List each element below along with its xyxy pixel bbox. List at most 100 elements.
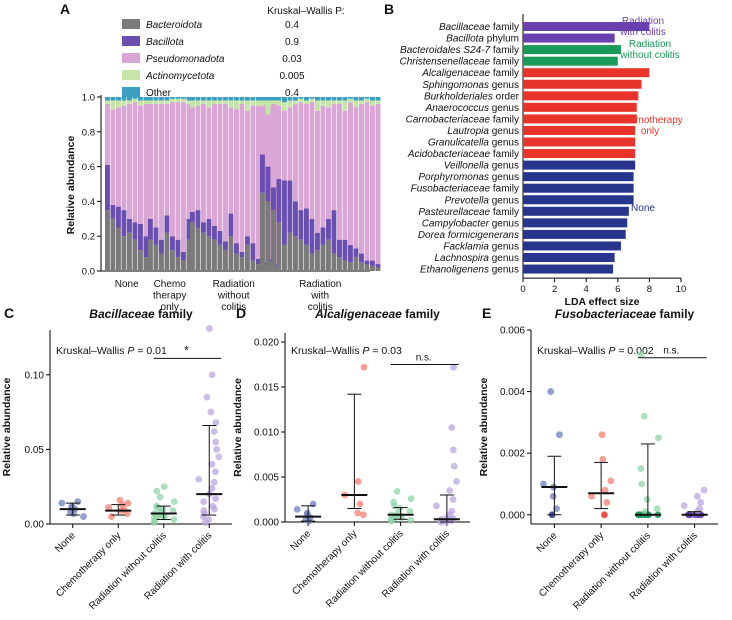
stack-seg-bacteroidota [342,260,348,271]
stack-seg-other [206,97,212,101]
taxon-label: Lautropia genus [447,126,519,137]
stack-seg-pseudomonadota [138,105,143,225]
stack-seg-bacteroidota [309,253,315,271]
stack-seg-pseudomonadota [217,103,223,231]
data-point [206,325,213,332]
data-point [547,388,555,395]
taxon-label: Porphyromonas genus [418,172,519,183]
stack-seg-bacteroidota [212,239,217,271]
stack-seg-actinomycetota [138,100,143,106]
data-point [700,486,708,494]
legend-p-other: 0.4 [285,88,299,99]
stack-seg-bacteroidota [153,244,159,271]
panel-d-letter: D [236,305,246,321]
stack-seg-bacteroidota [370,265,375,271]
ytick-label: 0.005 [254,473,279,484]
legend-p-bacteroidota: 0.4 [285,20,299,31]
stack-seg-bacillota [326,218,331,240]
stack-seg-bacillota [234,243,239,254]
stack-seg-pseudomonadota [234,109,239,244]
stack-seg-actinomycetota [164,100,170,104]
stack-seg-bacillota [271,187,276,211]
data-point [293,506,301,513]
stack-seg-pseudomonadota [212,103,217,226]
panel-b-xtick-label: 4 [584,284,589,295]
panel-a-group-label: without [217,291,250,302]
panel-a-group-label: therapy [153,291,186,302]
stack-seg-pseudomonadota [186,103,192,219]
stack-seg-other [315,97,320,101]
stack-seg-bacillota [256,258,261,265]
legend-label-actinomycetota: Actinomycetota [145,71,215,82]
stack-seg-other [201,97,206,101]
stack-seg-pseudomonadota [256,105,261,259]
stack-seg-actinomycetota [260,100,265,106]
panel-e-letter: E [482,305,491,321]
stack-seg-other [148,97,153,101]
taxon-label: Carnobacteriaceae family [406,114,519,125]
stack-seg-other [309,97,315,99]
data-point [169,507,177,514]
data-point [448,424,456,431]
data-point [603,499,611,506]
data-point [694,492,701,500]
stack-seg-other [276,97,282,101]
panel-a: A Kruskal–Wallis P: Bacteroidota 0.4 Bacillo… [60,1,381,313]
stack-seg-bacteroidota [337,257,342,271]
taxon-label: Sphingomonas genus [422,80,519,91]
stack-seg-bacillota [223,241,228,251]
stack-seg-actinomycetota [315,100,320,111]
panel-b-group-label: with colitis [619,27,666,38]
taxon-label: Veillonella genus [444,161,519,172]
ytick-label: 0.000 [500,510,525,521]
stack-seg-other [110,97,116,101]
data-point [58,499,66,507]
stack-seg-other [228,97,234,101]
stack-seg-pseudomonadota [260,105,265,155]
lda-bar [523,68,650,78]
stack-seg-pseudomonadota [250,105,256,244]
stack-seg-bacteroidota [282,244,287,271]
stack-seg-bacteroidota [148,239,153,271]
panel-b-xtick-label: 8 [647,284,652,295]
stack-seg-other [364,97,370,99]
stack-seg-other [170,97,175,99]
stack-seg-bacillota [293,201,298,237]
lda-bar [523,206,629,216]
stack-seg-other [138,97,143,101]
stack-seg-other [239,97,245,101]
data-point [209,502,217,510]
lda-bar [523,137,636,147]
stack-seg-actinomycetota [206,100,212,108]
stack-seg-bacillota [370,260,375,266]
data-point [356,500,364,508]
stack-seg-bacteroidota [170,250,175,271]
lda-bar [523,149,636,159]
stack-seg-other [234,97,239,101]
panel-b-xtick-label: 6 [615,284,620,295]
panel-a-ytick-label: 1.0 [82,93,95,104]
legend-label-other: Other [146,88,172,99]
stack-seg-bacteroidota [159,253,164,271]
stack-seg-bacillota [298,210,304,240]
stack-seg-actinomycetota [181,98,186,103]
data-point [643,495,651,503]
stack-seg-bacteroidota [143,257,149,271]
stack-seg-actinomycetota [298,98,304,103]
lda-bar [523,125,636,135]
stack-seg-actinomycetota [364,98,370,103]
stack-seg-bacillota [190,211,195,223]
stack-seg-actinomycetota [186,100,192,104]
data-point [540,480,547,488]
ytick-label: 0.004 [500,387,525,398]
data-point [697,499,705,506]
stack-seg-actinomycetota [326,100,331,108]
stack-seg-bacteroidota [265,201,271,271]
stack-seg-bacteroidota [217,244,223,271]
stack-seg-pseudomonadota [206,107,212,219]
taxon-label: Fusobacteriaceae family [411,184,519,195]
stack-seg-bacillota [186,218,192,240]
stack-seg-other [271,97,276,101]
panel-a-group-label: colitis [308,302,333,313]
panel-e: E Fusobacteriaceae family Kruskal–Wallis P… [478,305,718,612]
